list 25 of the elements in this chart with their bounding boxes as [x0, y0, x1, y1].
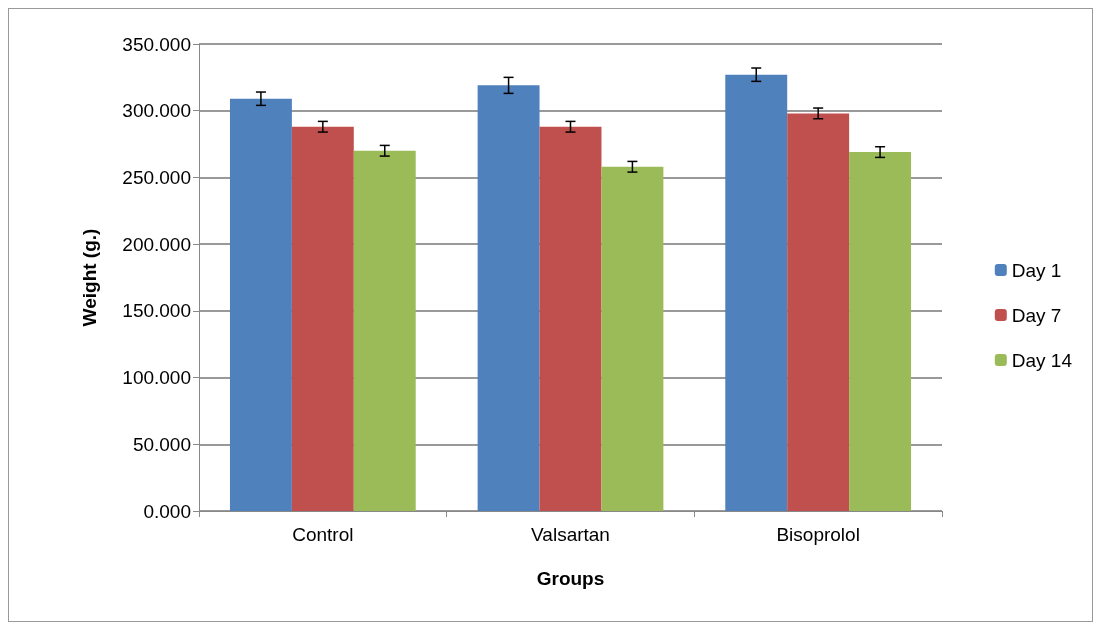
y-tick-label: 0.000	[143, 500, 191, 522]
y-tick-label: 250.000	[122, 166, 191, 188]
y-tick-label: 350.000	[122, 33, 191, 55]
bar	[353, 150, 416, 511]
x-tick-label: Control	[292, 524, 354, 545]
x-axis-title: Groups	[536, 568, 605, 589]
bar	[477, 85, 540, 511]
x-tick-label: Valsartan	[531, 524, 610, 545]
bar	[291, 126, 354, 511]
y-tick-label: 300.000	[122, 100, 191, 122]
bar	[229, 98, 292, 511]
legend-label: Day 14	[1011, 349, 1073, 371]
legend-label: Day 7	[1011, 304, 1062, 326]
bar	[539, 126, 602, 511]
bar	[601, 166, 664, 511]
bar	[849, 152, 912, 511]
bar	[725, 74, 788, 511]
y-axis-title: Weight (g.)	[79, 228, 100, 327]
x-tick-label: Bisoprolol	[776, 524, 860, 545]
y-tick-label: 200.000	[122, 233, 191, 255]
y-tick-label: 100.000	[122, 367, 191, 389]
y-tick-label: 150.000	[122, 300, 191, 322]
y-tick-label: 50.000	[132, 433, 191, 455]
legend-label: Day 1	[1011, 259, 1062, 281]
bar	[787, 113, 850, 511]
